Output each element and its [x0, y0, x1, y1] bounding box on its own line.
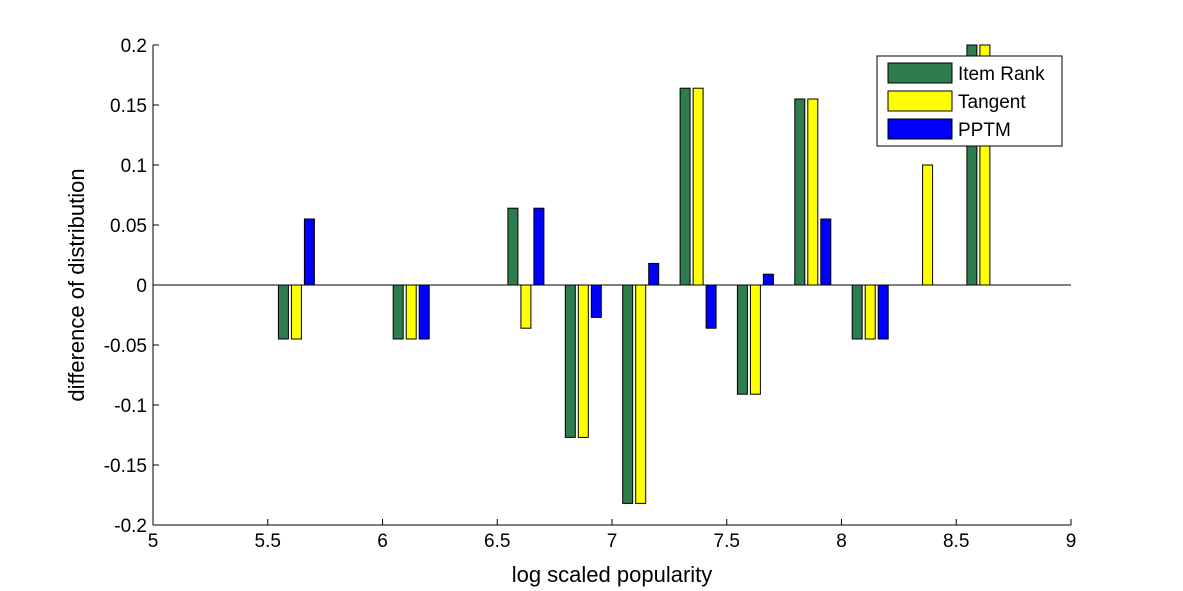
- bar-pptm-2: [533, 207, 545, 286]
- bar-pptm-1: [418, 284, 430, 340]
- bar-pptm-5: [705, 284, 717, 329]
- legend-label-pptm: PPTM: [958, 120, 1011, 141]
- x-tick-label: 8: [836, 531, 847, 552]
- axes-layer: 5 5.5 6 6.5 7 7.5 8 8.5 9 -0.2 -0.15 -0.1 -0.05 0 0.05…: [104, 36, 1077, 552]
- bar-pptm-0: [303, 218, 315, 286]
- x-tick-label: 6.5: [484, 531, 510, 552]
- bar-item-rank-7: [794, 98, 806, 286]
- y-tick-label: 0.2: [121, 36, 147, 57]
- legend-swatch-item-rank: [887, 62, 953, 84]
- legend-label-item-rank: Item Rank: [958, 64, 1045, 85]
- y-tick-label: -0.2: [114, 516, 147, 537]
- y-tick-label: 0: [136, 276, 147, 297]
- bar-pptm-3: [590, 284, 602, 318]
- bar-pptm-8: [877, 284, 889, 340]
- bar-item-rank-8: [851, 284, 863, 340]
- bar-item-rank-5: [679, 87, 691, 286]
- x-tick-label: 9: [1066, 531, 1077, 552]
- x-axis-label: log scaled popularity: [512, 562, 713, 587]
- bar-tangent-1: [405, 284, 417, 340]
- x-tick-label: 5.5: [255, 531, 281, 552]
- bar-pptm-4: [648, 262, 660, 286]
- bar-tangent-0: [290, 284, 302, 340]
- bar-tangent-3: [577, 284, 589, 438]
- bar-tangent-5: [692, 87, 704, 286]
- y-tick-label: 0.15: [110, 96, 147, 117]
- bar-pptm-6: [762, 273, 774, 286]
- bar-item-rank-0: [277, 284, 289, 340]
- bar-tangent-9: [922, 164, 934, 286]
- bar-item-rank-3: [564, 284, 576, 438]
- y-tick-label: 0.1: [121, 156, 147, 177]
- bar-item-rank-2: [507, 207, 519, 286]
- legend: Item Rank Tangent PPTM: [876, 55, 1063, 147]
- y-tick-label: -0.1: [114, 396, 147, 417]
- legend-label-tangent: Tangent: [958, 92, 1026, 113]
- legend-swatch-tangent: [887, 90, 953, 112]
- x-tick-label: 7: [607, 531, 618, 552]
- bar-item-rank-6: [736, 284, 748, 395]
- x-tick-label: 6: [377, 531, 388, 552]
- bar-tangent-6: [749, 284, 761, 395]
- bar-pptm-7: [820, 218, 832, 286]
- bar-item-rank-1: [392, 284, 404, 340]
- bar-tangent-4: [635, 284, 647, 504]
- legend-swatch-pptm: [887, 118, 953, 140]
- x-tick-label: 8.5: [943, 531, 969, 552]
- y-tick-label: -0.05: [104, 336, 147, 357]
- x-tick-label: 5: [148, 531, 159, 552]
- y-tick-label: -0.15: [104, 456, 147, 477]
- bar-tangent-2: [520, 284, 532, 329]
- bar-item-rank-4: [622, 284, 634, 504]
- y-tick-label: 0.05: [110, 216, 147, 237]
- bar-tangent-7: [807, 98, 819, 286]
- y-axis-label: difference of distribution: [64, 168, 89, 401]
- bar-tangent-8: [864, 284, 876, 340]
- x-tick-label: 7.5: [714, 531, 740, 552]
